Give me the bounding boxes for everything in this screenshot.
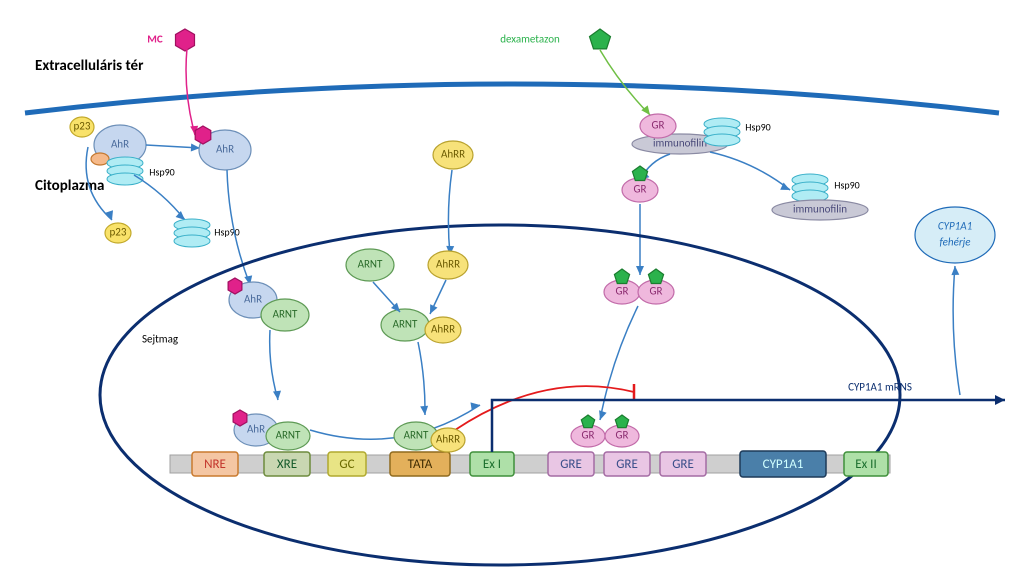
label-cytoplasm: Citoplazma: [35, 177, 104, 195]
svg-text:p23: p23: [74, 120, 91, 133]
svg-text:ARNT: ARNT: [273, 308, 298, 321]
svg-text:ARNT: ARNT: [276, 429, 301, 442]
svg-text:GR: GR: [650, 285, 663, 298]
dna-box-gre-7: GRE: [660, 452, 706, 476]
cyp-protein-label-1: CYP1A1: [938, 220, 972, 233]
label-nucleus: Sejtmag: [142, 333, 178, 346]
svg-text:AhRR: AhRR: [431, 323, 455, 336]
dna-box-ex1-4: Ex I: [470, 452, 514, 476]
svg-text:AhRR: AhRR: [436, 433, 460, 446]
svg-text:GRE: GRE: [672, 457, 694, 472]
svg-text:p23: p23: [110, 226, 127, 239]
arnt-free: ARNT: [346, 249, 394, 281]
svg-text:GR: GR: [582, 429, 595, 442]
svg-text:GC: GC: [339, 457, 354, 472]
svg-text:Hsp90: Hsp90: [834, 178, 860, 191]
svg-text:GR: GR: [652, 119, 665, 132]
ahrr-on-tata: AhRR: [431, 428, 465, 452]
arnt-on-xre: ARNT: [266, 422, 310, 450]
ahrr-with-arnt: AhRR: [425, 317, 461, 343]
hsp90-free: [174, 219, 210, 247]
dna-box-cyp-8: CYP1A1: [740, 451, 826, 477]
label-dex: dexametazon: [500, 33, 560, 46]
svg-text:ARNT: ARNT: [393, 318, 418, 331]
svg-text:AhRR: AhRR: [441, 148, 465, 161]
dna-box-ex2-9: Ex II: [844, 452, 888, 476]
svg-text:Ex I: Ex I: [483, 457, 501, 472]
mrna-label: CYP1A1 mRNS: [848, 381, 912, 394]
mc-bound-nucleus: [228, 278, 242, 294]
svg-text:ARNT: ARNT: [404, 429, 429, 442]
hsp90-bound: [107, 157, 143, 185]
svg-text:Ex II: Ex II: [855, 457, 876, 472]
label-extracellular: Extracelluláris tér: [35, 57, 144, 75]
svg-text:NRE: NRE: [204, 457, 226, 472]
mc-ligand-icon: [176, 29, 195, 51]
svg-text:CYP1A1: CYP1A1: [763, 457, 804, 472]
svg-text:TATA: TATA: [408, 457, 433, 472]
dna-box-gre-5: GRE: [548, 452, 594, 476]
svg-text:immunofilin: immunofilin: [793, 203, 847, 216]
cyp-protein-label-2: fehérje: [939, 236, 970, 249]
svg-text:AhR: AhR: [111, 138, 129, 151]
svg-text:XRE: XRE: [277, 457, 297, 472]
label-mc: MC: [147, 33, 163, 46]
mc-on-xre: [233, 410, 247, 426]
hsp90-free-right: [792, 174, 828, 202]
svg-text:AhRR: AhRR: [436, 258, 460, 271]
arnt-with-ahr: ARNT: [261, 299, 309, 331]
svg-text:immunofilin: immunofilin: [653, 137, 707, 150]
dna-box-tata-3: TATA: [390, 452, 450, 476]
dna-box-xre-1: XRE: [264, 452, 310, 476]
dna-box-nre-0: NRE: [192, 452, 238, 476]
hsp90-gr: [704, 118, 740, 146]
svg-text:GR: GR: [634, 183, 647, 196]
svg-text:GRE: GRE: [560, 457, 582, 472]
gr-cytoplasm: GR: [640, 114, 676, 138]
immunofilin-free: immunofilin: [772, 200, 868, 220]
cochaperone: [91, 153, 109, 165]
svg-text:AhR: AhR: [247, 423, 265, 436]
ahrr-cytoplasm: AhRR: [433, 141, 473, 169]
svg-text:GR: GR: [616, 285, 629, 298]
dna-box-gre-6: GRE: [604, 452, 650, 476]
ahrr-nucleus: AhRR: [428, 251, 468, 279]
svg-text:Hsp90: Hsp90: [745, 120, 771, 133]
p23-bound: p23: [70, 117, 94, 137]
arnt-with-ahrr: ARNT: [381, 309, 429, 341]
p23-free: p23: [105, 223, 131, 243]
svg-text:AhR: AhR: [216, 143, 234, 156]
svg-text:ARNT: ARNT: [358, 258, 383, 271]
svg-text:AhR: AhR: [244, 293, 262, 306]
mc-bound-icon: [195, 126, 211, 144]
gr-activated: GR: [622, 178, 658, 202]
svg-text:GRE: GRE: [616, 457, 638, 472]
svg-text:Hsp90: Hsp90: [149, 165, 175, 178]
dna-box-gc-2: GC: [328, 452, 366, 476]
svg-text:GR: GR: [616, 429, 629, 442]
